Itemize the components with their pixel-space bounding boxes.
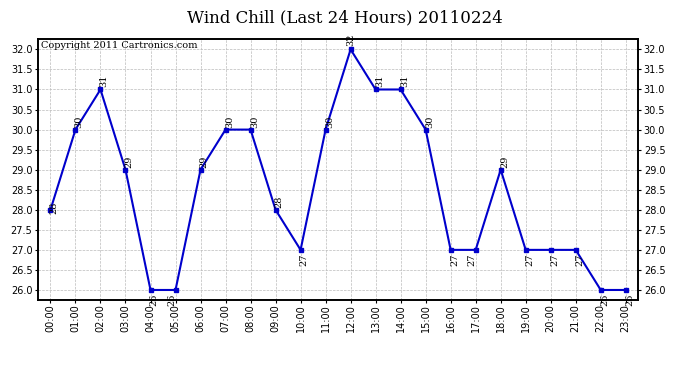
Text: 29: 29 (125, 155, 134, 168)
Text: 32: 32 (346, 34, 355, 46)
Text: 31: 31 (400, 75, 409, 87)
Text: 31: 31 (375, 75, 384, 87)
Text: 26: 26 (625, 294, 634, 306)
Text: 27: 27 (300, 254, 309, 266)
Text: 27: 27 (450, 254, 459, 266)
Text: 26: 26 (167, 294, 176, 306)
Text: 30: 30 (75, 115, 83, 128)
Text: 27: 27 (575, 254, 584, 266)
Text: 30: 30 (325, 115, 334, 128)
Text: 30: 30 (425, 115, 434, 128)
Text: 31: 31 (100, 75, 109, 87)
Text: Copyright 2011 Cartronics.com: Copyright 2011 Cartronics.com (41, 40, 197, 50)
Text: 27: 27 (525, 254, 534, 266)
Text: 26: 26 (600, 294, 609, 306)
Text: 30: 30 (250, 115, 259, 128)
Text: 30: 30 (225, 115, 234, 128)
Text: 28: 28 (50, 201, 59, 214)
Text: 28: 28 (275, 195, 284, 208)
Text: 26: 26 (150, 294, 159, 306)
Text: 29: 29 (500, 155, 509, 168)
Text: 27: 27 (550, 254, 559, 266)
Text: 27: 27 (467, 254, 476, 266)
Text: Wind Chill (Last 24 Hours) 20110224: Wind Chill (Last 24 Hours) 20110224 (187, 9, 503, 26)
Text: 29: 29 (200, 155, 209, 168)
